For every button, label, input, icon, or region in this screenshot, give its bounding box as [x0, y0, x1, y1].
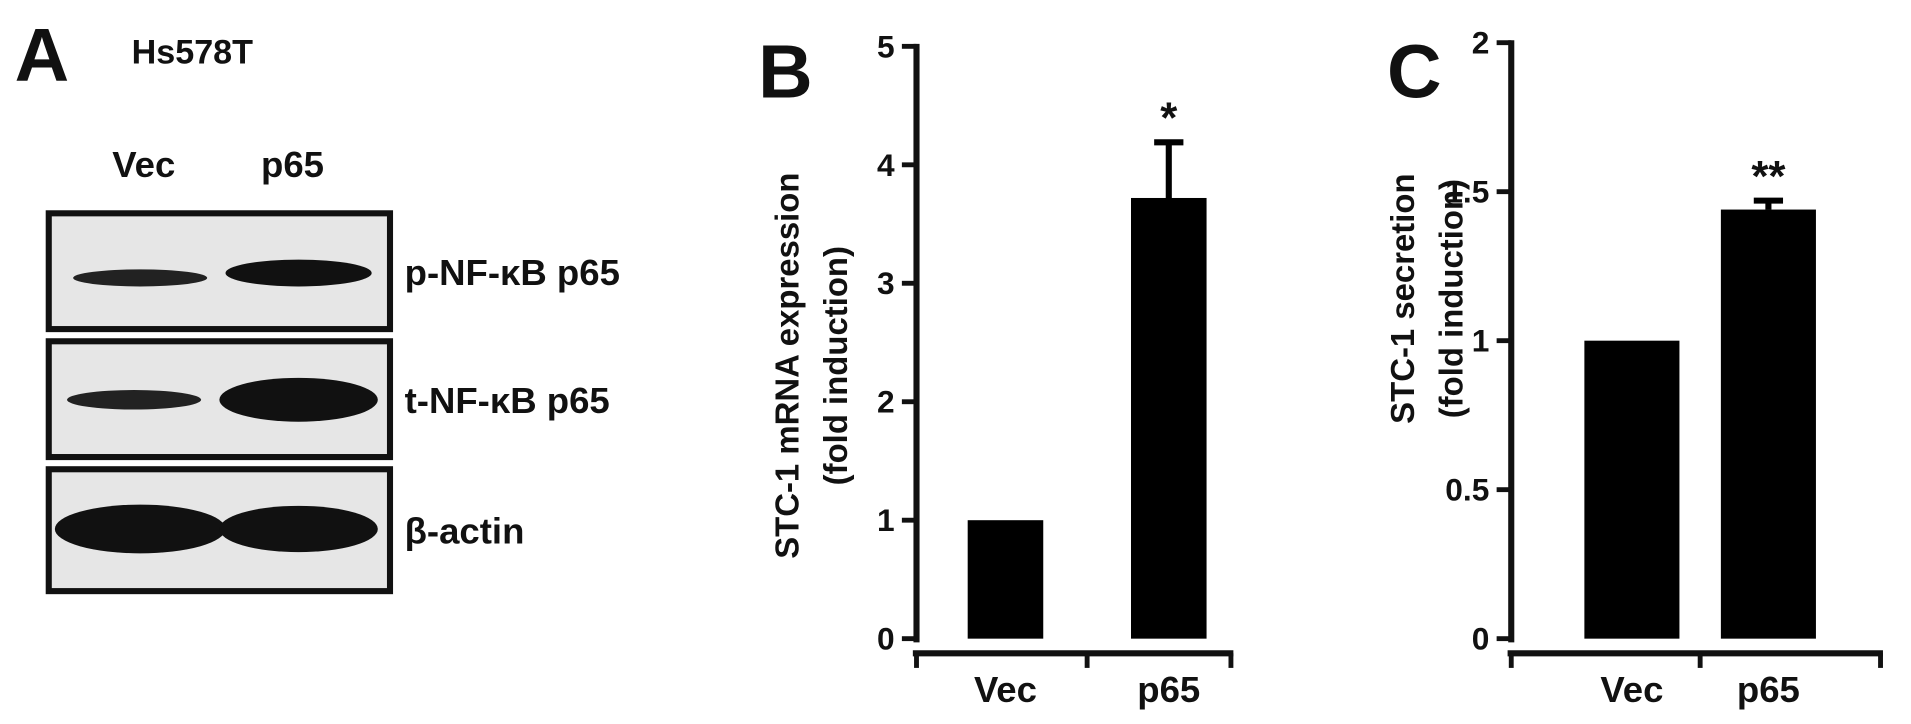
y-tick-label: 0 — [1472, 621, 1490, 657]
band — [73, 269, 208, 287]
band-label: t-NF-κB p65 — [405, 380, 610, 421]
y-tick-label: 2 — [1472, 25, 1490, 61]
y-tick-label: 0 — [877, 621, 895, 657]
y-tick-label: 5 — [877, 28, 895, 64]
x-tick-label: Vec — [1600, 669, 1663, 710]
panel-label: A — [15, 13, 70, 97]
bar — [1720, 209, 1816, 639]
band — [225, 259, 372, 287]
band-label: p-NF-κB p65 — [405, 252, 620, 293]
blot-panel: A Hs578T Vec p65 p-NF-κB p65 t-NF-κB p65… — [15, 13, 620, 595]
y-tick-label: 1 — [1472, 323, 1490, 359]
x-tick-label: p65 — [1737, 669, 1800, 710]
y-tick-label: 2 — [877, 384, 895, 420]
band — [219, 377, 378, 422]
y-tick-label: 3 — [877, 265, 895, 301]
x-tick-label: Vec — [974, 669, 1037, 710]
band — [67, 390, 202, 410]
panel-label: C — [1387, 31, 1442, 115]
lane-label: Vec — [112, 144, 175, 185]
annotation: * — [1160, 94, 1178, 143]
y-tick-label: 1 — [877, 502, 895, 538]
cell-line: Hs578T — [132, 33, 254, 71]
y-tick-label: 1.5 — [1445, 174, 1489, 210]
band — [219, 505, 378, 553]
bar — [1584, 340, 1680, 639]
panel-label: B — [758, 31, 813, 115]
y-tick-label: 4 — [877, 147, 895, 183]
band-label: β-actin — [405, 511, 525, 552]
y-axis-label: STC-1 secretion — [1384, 173, 1421, 423]
y-axis-label: (fold induction) — [1433, 179, 1470, 418]
bar — [967, 520, 1044, 639]
y-tick-label: 0.5 — [1445, 472, 1489, 508]
annotation: ** — [1751, 152, 1786, 201]
band — [54, 504, 226, 554]
y-axis-label: STC-1 mRNA expression — [768, 173, 805, 559]
error-bar — [1154, 139, 1184, 198]
bar — [1131, 197, 1207, 639]
error-bar — [1753, 197, 1784, 210]
lane-label: p65 — [261, 144, 324, 185]
x-tick-label: p65 — [1137, 669, 1200, 710]
y-axis-label: (fold induction) — [817, 246, 854, 485]
